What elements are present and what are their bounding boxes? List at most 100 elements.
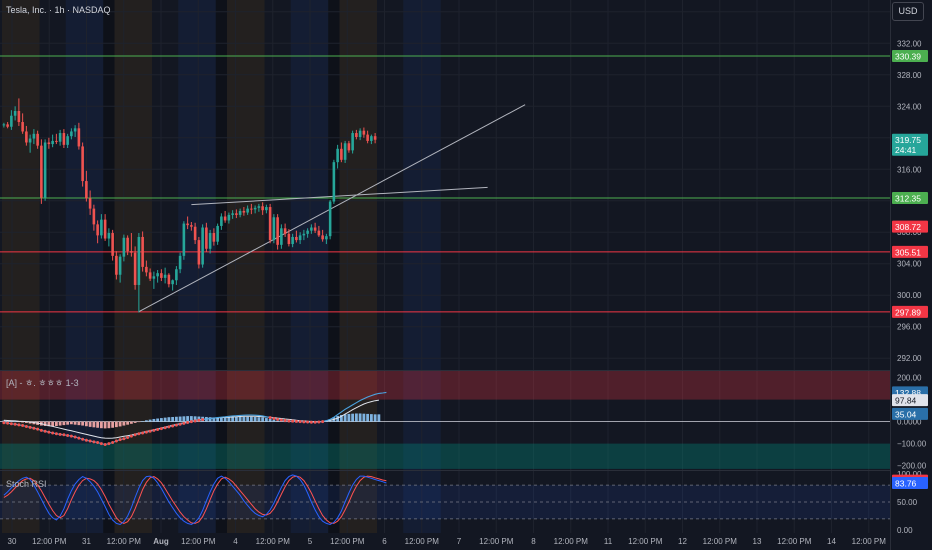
stoch-rsi-label: Stoch RSI bbox=[6, 479, 47, 489]
candle-body bbox=[171, 280, 174, 285]
macd-cross-marker bbox=[32, 426, 36, 430]
x-tick-label: 14 bbox=[827, 537, 836, 546]
macd-cross-marker bbox=[197, 418, 201, 422]
candle-body bbox=[223, 216, 227, 221]
x-tick-label: 12:00 PM bbox=[554, 537, 589, 546]
macd-overbought-zone bbox=[0, 371, 890, 400]
macd-tick-label: −100.00 bbox=[897, 440, 927, 449]
macd-histogram-bar bbox=[336, 415, 340, 422]
macd-cross-marker bbox=[291, 419, 295, 423]
macd-histogram-bar bbox=[242, 416, 246, 422]
macd-histogram-bar bbox=[81, 421, 85, 426]
currency-button[interactable]: USD bbox=[892, 2, 924, 21]
rsi-tick-label: 100.00 bbox=[897, 470, 922, 479]
macd-histogram-bar bbox=[171, 416, 175, 422]
last-price-tag-bg bbox=[892, 133, 928, 156]
candle-body bbox=[36, 133, 39, 146]
macd-histogram-bar bbox=[28, 421, 32, 424]
macd-histogram-bar bbox=[163, 417, 167, 422]
last-price-tag: 319.75 bbox=[895, 135, 921, 145]
candle-body bbox=[265, 207, 268, 211]
candle-body bbox=[73, 128, 77, 132]
macd-histogram-bar bbox=[261, 417, 265, 422]
x-tick-label: 6 bbox=[382, 537, 387, 546]
macd-histogram-bar bbox=[122, 421, 126, 426]
candle-body bbox=[250, 208, 253, 210]
macd-histogram-bar bbox=[227, 417, 231, 422]
macd-histogram-bar bbox=[13, 421, 17, 423]
x-tick-label: Aug bbox=[153, 537, 169, 546]
macd-cross-marker bbox=[99, 442, 103, 446]
candle-body bbox=[283, 228, 287, 234]
x-tick-label: 13 bbox=[753, 537, 762, 546]
macd-histogram-bar bbox=[99, 421, 103, 429]
y-tick-label: 316.00 bbox=[897, 165, 922, 174]
x-tick-label: 12:00 PM bbox=[181, 537, 216, 546]
macd-cross-marker bbox=[186, 420, 190, 424]
macd-cross-marker bbox=[118, 438, 122, 442]
macd-histogram-bar bbox=[351, 413, 355, 422]
macd-histogram-bar bbox=[377, 414, 381, 422]
macd-histogram-bar bbox=[111, 421, 115, 428]
x-tick-label: 8 bbox=[531, 537, 536, 546]
candle-body bbox=[126, 237, 129, 252]
candle-body bbox=[193, 226, 197, 241]
candle-body bbox=[55, 140, 58, 142]
macd-histogram-bar bbox=[231, 417, 235, 422]
session-band-night bbox=[328, 0, 340, 533]
macd-histogram-bar bbox=[114, 421, 118, 428]
macd-histogram-bar bbox=[6, 420, 10, 422]
macd-cross-marker bbox=[36, 427, 40, 431]
candle-body bbox=[242, 210, 246, 213]
y-tick-label: 328.00 bbox=[897, 71, 922, 80]
macd-histogram-bar bbox=[47, 421, 51, 427]
session-band-pre bbox=[2, 0, 40, 533]
candle-body bbox=[66, 136, 69, 145]
candle-body bbox=[6, 124, 9, 127]
macd-cross-marker bbox=[144, 430, 148, 434]
macd-histogram-bar bbox=[167, 417, 171, 422]
macd-cross-marker bbox=[201, 418, 205, 422]
macd-histogram-bar bbox=[92, 421, 96, 428]
candle-body bbox=[347, 143, 351, 151]
macd-cross-marker bbox=[298, 420, 302, 424]
macd-cross-marker bbox=[306, 420, 310, 424]
macd-cross-marker bbox=[189, 420, 193, 424]
candle-body bbox=[58, 133, 62, 142]
macd-cross-marker bbox=[283, 419, 287, 422]
candle-body bbox=[47, 142, 51, 145]
macd-cross-marker bbox=[96, 441, 100, 444]
candle-body bbox=[201, 227, 204, 265]
candle-body bbox=[137, 236, 141, 285]
macd-histogram-bar bbox=[253, 416, 257, 422]
macd-cross-marker bbox=[272, 417, 276, 421]
macd-histogram-bar bbox=[257, 417, 261, 422]
macd-cross-marker bbox=[276, 417, 280, 421]
macd-histogram-bar bbox=[358, 413, 362, 422]
macd-cross-marker bbox=[51, 431, 55, 435]
macd-value-tag: 97.84 bbox=[895, 396, 917, 406]
macd-histogram-bar bbox=[276, 420, 280, 422]
macd-histogram-bar bbox=[216, 417, 220, 422]
candle-body bbox=[373, 136, 377, 140]
macd-cross-marker bbox=[159, 427, 163, 431]
countdown-tag: 24:41 bbox=[895, 145, 917, 155]
level-price-tag: 330.39 bbox=[895, 51, 921, 61]
candle-body bbox=[40, 145, 43, 198]
macd-cross-marker bbox=[302, 420, 306, 424]
macd-cross-marker bbox=[114, 439, 118, 443]
macd-cross-marker bbox=[193, 419, 197, 423]
x-tick-label: 7 bbox=[457, 537, 462, 546]
macd-cross-marker bbox=[92, 440, 96, 444]
macd-histogram-bar bbox=[2, 420, 6, 422]
rsi-tick-label: 50.00 bbox=[897, 498, 918, 507]
candle-body bbox=[175, 269, 178, 281]
session-band-pre bbox=[339, 0, 377, 533]
candle-body bbox=[107, 233, 111, 239]
macd-cross-marker bbox=[77, 436, 81, 440]
macd-cross-marker bbox=[17, 423, 21, 427]
macd-histogram-bar bbox=[219, 417, 223, 422]
candle-body bbox=[257, 206, 261, 208]
macd-cross-marker bbox=[279, 418, 283, 422]
